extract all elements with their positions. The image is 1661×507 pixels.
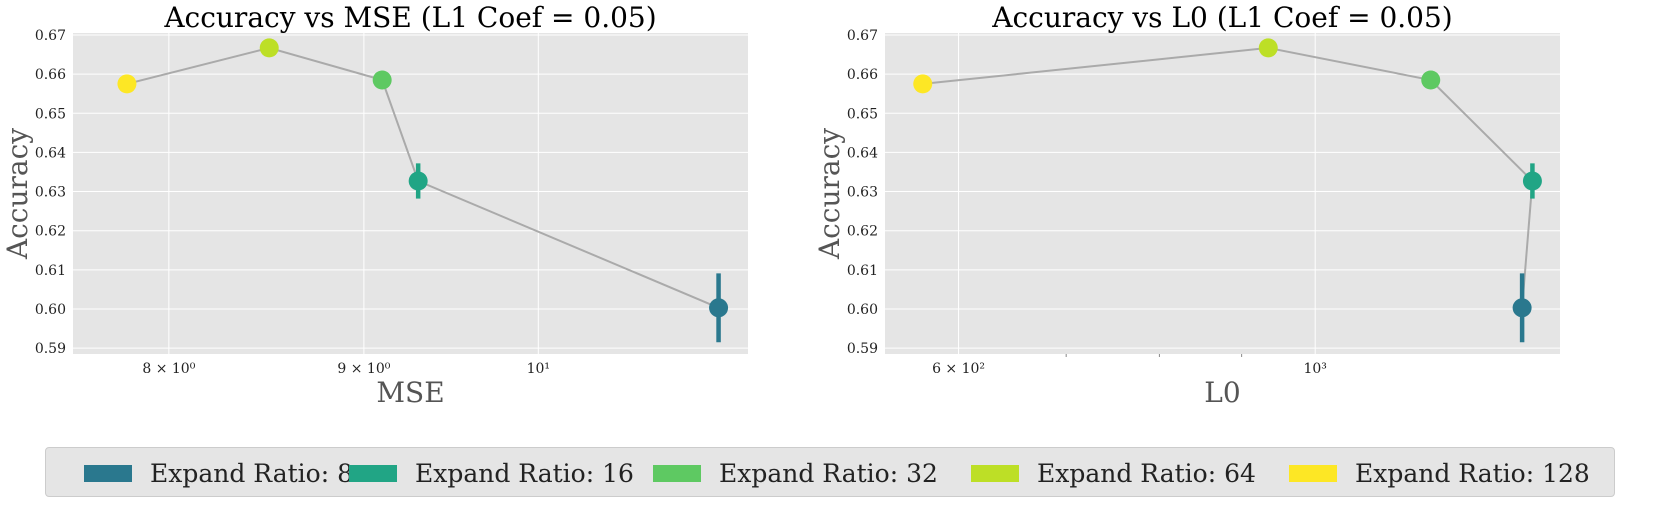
y-axis-label: Accuracy xyxy=(1,128,34,260)
y-tick-label: 0.61 xyxy=(35,263,66,279)
y-tick-label: 0.61 xyxy=(847,263,878,279)
legend-swatch xyxy=(349,464,397,482)
plot-area xyxy=(73,33,748,354)
y-tick-label: 0.62 xyxy=(847,224,878,240)
y-tick-label: 0.59 xyxy=(847,341,878,357)
chart-legend: Expand Ratio: 8 Expand Ratio: 16 Expand … xyxy=(45,447,1615,497)
chart-title: Accuracy vs MSE (L1 Coef = 0.05) xyxy=(163,1,656,34)
chart-panel-mse: 0.59 0.60 0.61 0.62 0.63 0.64 0.65 0.66 0.67 8 × … xyxy=(1,1,748,409)
legend-swatch xyxy=(1289,464,1337,482)
x-tick-label: 10³ xyxy=(1303,361,1326,377)
data-point xyxy=(259,38,279,58)
chart-title: Accuracy vs L0 (L1 Coef = 0.05) xyxy=(991,1,1452,34)
x-tick-label: 10¹ xyxy=(527,361,550,377)
data-point xyxy=(408,171,428,191)
data-point xyxy=(913,74,933,94)
legend-item-expand-8: Expand Ratio: 8 xyxy=(84,448,353,498)
y-tick-label: 0.66 xyxy=(847,67,878,83)
y-tick-label: 0.59 xyxy=(35,341,66,357)
y-tick-label: 0.64 xyxy=(35,145,66,161)
y-tick-label: 0.60 xyxy=(35,302,66,318)
data-point xyxy=(117,74,137,94)
y-tick-label: 0.63 xyxy=(847,185,878,201)
data-point xyxy=(1258,38,1278,58)
legend-item-expand-128: Expand Ratio: 128 xyxy=(1289,448,1590,498)
x-tick-label: 6 × 10² xyxy=(932,361,985,377)
plot-area xyxy=(885,33,1560,354)
y-tick-label: 0.66 xyxy=(35,67,66,83)
data-point xyxy=(1512,298,1532,318)
x-axis-label: L0 xyxy=(1204,376,1240,409)
data-point xyxy=(372,70,392,90)
legend-item-expand-32: Expand Ratio: 32 xyxy=(653,448,938,498)
y-tick-label: 0.63 xyxy=(35,185,66,201)
legend-label: Expand Ratio: 128 xyxy=(1355,458,1590,488)
y-tick-label: 0.60 xyxy=(847,302,878,318)
x-tick-label: 8 × 10⁰ xyxy=(142,361,195,377)
legend-label: Expand Ratio: 8 xyxy=(150,458,353,488)
data-point xyxy=(1522,171,1542,191)
x-axis-label: MSE xyxy=(376,376,444,409)
data-point xyxy=(709,298,729,318)
legend-label: Expand Ratio: 64 xyxy=(1037,458,1256,488)
y-tick-label: 0.62 xyxy=(35,224,66,240)
legend-swatch xyxy=(84,464,132,482)
legend-swatch xyxy=(653,464,701,482)
legend-swatch xyxy=(971,464,1019,482)
legend-item-expand-16: Expand Ratio: 16 xyxy=(349,448,634,498)
chart-panel-l0: 0.59 0.60 0.61 0.62 0.63 0.64 0.65 0.66 0.67 6 × … xyxy=(813,1,1560,409)
legend-label: Expand Ratio: 32 xyxy=(719,458,938,488)
y-axis-label: Accuracy xyxy=(813,128,846,260)
legend-label: Expand Ratio: 16 xyxy=(415,458,634,488)
y-tick-label: 0.67 xyxy=(35,28,66,44)
y-tick-label: 0.65 xyxy=(847,106,878,122)
legend-item-expand-64: Expand Ratio: 64 xyxy=(971,448,1256,498)
y-tick-label: 0.64 xyxy=(847,145,878,161)
y-tick-label: 0.67 xyxy=(847,28,878,44)
data-point xyxy=(1421,70,1441,90)
x-tick-label: 9 × 10⁰ xyxy=(337,361,390,377)
y-tick-label: 0.65 xyxy=(35,106,66,122)
